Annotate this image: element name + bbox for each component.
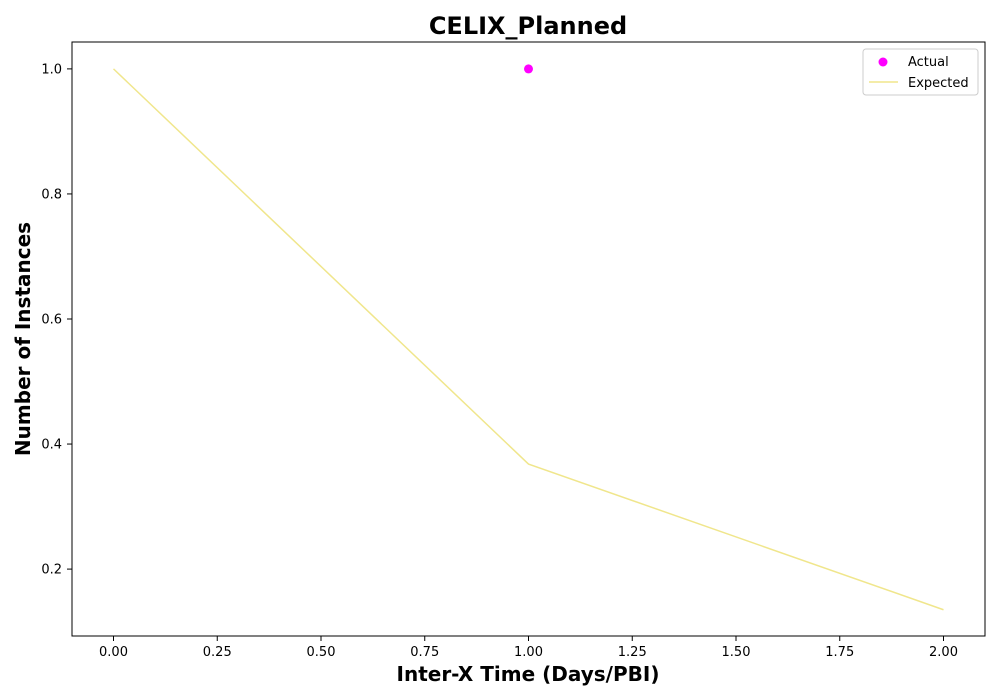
y-tick-label: 0.6 (41, 312, 62, 327)
x-tick-label: 2.00 (929, 645, 958, 660)
x-tick-label: 1.25 (618, 645, 647, 660)
chart-title: CELIX_Planned (429, 12, 627, 40)
y-tick-label: 0.8 (41, 187, 62, 202)
x-tick-label: 1.50 (722, 645, 751, 660)
x-axis-label: Inter-X Time (Days/PBI) (397, 662, 660, 686)
legend-box (862, 48, 979, 96)
legend-marker-actual (878, 57, 888, 67)
y-axis-label: Number of Instances (11, 222, 35, 456)
y-tick-label: 0.4 (41, 438, 62, 453)
data-point-actual (524, 64, 533, 74)
legend-label-actual: Actual (908, 55, 949, 70)
axes-frame (71, 41, 986, 637)
series-line-expected (112, 68, 944, 611)
x-tick-label: 1.00 (514, 645, 543, 660)
y-tick-label: 1.0 (41, 62, 62, 77)
legend-label-expected: Expected (908, 76, 969, 91)
x-tick-label: 0.75 (410, 645, 439, 660)
x-tick-label: 0.25 (203, 645, 232, 660)
legend: Actual Expected (862, 48, 979, 96)
x-tick-label: 0.50 (307, 645, 336, 660)
y-tick-label: 0.2 (41, 563, 62, 578)
plot-area (112, 64, 944, 611)
x-tick-label: 1.75 (825, 645, 854, 660)
x-axis-ticks: 0.00 0.25 0.50 0.75 1.00 1.25 1.50 1.75 2.00 (99, 636, 958, 660)
x-tick-label: 0.00 (99, 645, 128, 660)
y-axis-ticks: 0.2 0.4 0.6 0.8 1.0 (41, 62, 72, 578)
